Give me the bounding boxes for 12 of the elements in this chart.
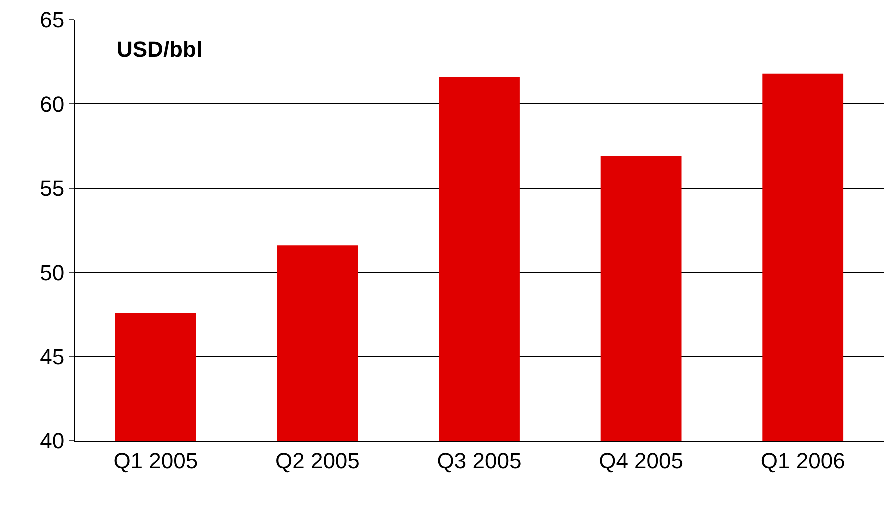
y-tick-label: 60: [40, 92, 65, 117]
y-tick-label: 40: [40, 428, 65, 454]
x-tick-label: Q1 2006: [760, 448, 846, 474]
x-tick-label: Q1 2005: [114, 448, 198, 474]
x-tick-label: Q4 2005: [599, 448, 684, 474]
y-axis-title: USD/bbl: [117, 37, 203, 62]
y-tick-label: 65: [40, 8, 65, 33]
y-tick-label: 45: [40, 344, 65, 370]
y-tick-label: 50: [40, 260, 65, 286]
y-tick-label: 55: [40, 176, 65, 202]
x-tick-label: Q3 2005: [437, 448, 522, 474]
x-tick-label: Q2 2005: [275, 448, 360, 474]
